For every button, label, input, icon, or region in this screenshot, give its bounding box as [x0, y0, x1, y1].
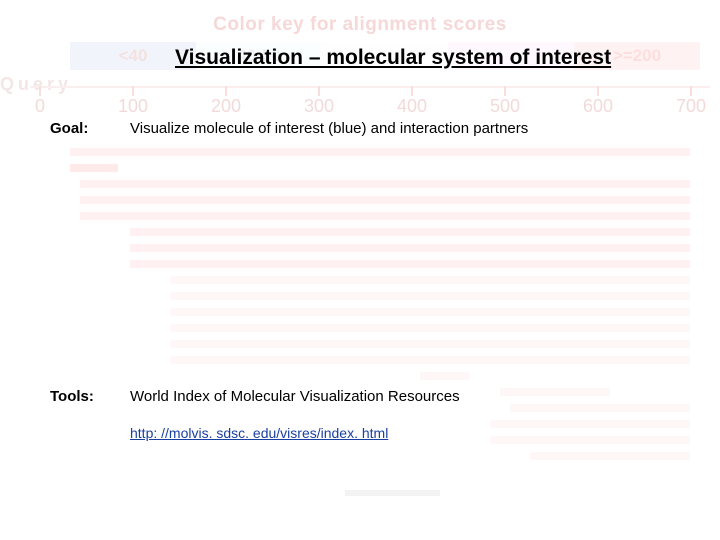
slide-title: Visualization – molecular system of inte… [175, 46, 611, 70]
goal-label: Goal: [50, 120, 112, 137]
slide-content: Visualization – molecular system of inte… [0, 0, 720, 540]
tools-text: World Index of Molecular Visualization R… [130, 388, 460, 405]
tools-row: Tools: World Index of Molecular Visualiz… [50, 388, 460, 405]
tools-label: Tools: [50, 388, 112, 405]
goal-row: Goal: Visualize molecule of interest (bl… [50, 120, 528, 137]
tools-link[interactable]: http: //molvis. sdsc. edu/visres/index. … [130, 425, 388, 443]
tools-url-row: http: //molvis. sdsc. edu/visres/index. … [130, 425, 388, 443]
tools-link-anchor[interactable]: http: //molvis. sdsc. edu/visres/index. … [130, 425, 388, 441]
goal-text: Visualize molecule of interest (blue) an… [130, 120, 528, 137]
